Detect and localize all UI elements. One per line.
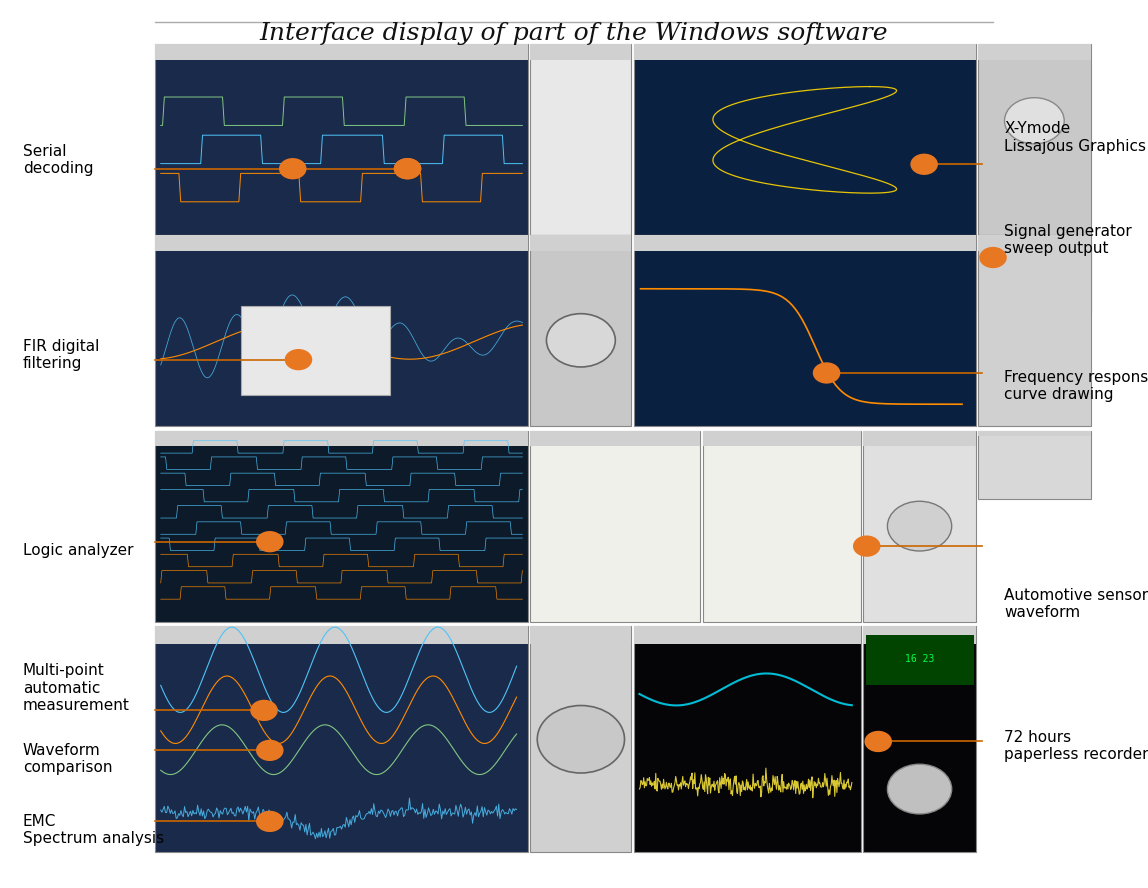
Text: Frequency response
curve drawing: Frequency response curve drawing: [1004, 370, 1148, 402]
Text: FIR digital
filtering: FIR digital filtering: [23, 339, 100, 371]
Bar: [634, 44, 976, 235]
Text: Automotive sensor
waveform: Automotive sensor waveform: [1004, 588, 1148, 620]
Bar: [863, 431, 976, 446]
Bar: [155, 235, 528, 426]
Circle shape: [394, 158, 421, 179]
Text: Multi-point
automatic
measurement: Multi-point automatic measurement: [23, 663, 130, 713]
Circle shape: [279, 158, 307, 179]
Bar: [978, 235, 1091, 250]
Bar: [530, 626, 631, 644]
Circle shape: [864, 731, 892, 752]
Bar: [703, 431, 861, 622]
Circle shape: [394, 158, 421, 179]
Bar: [155, 431, 528, 446]
Bar: [863, 626, 976, 644]
Bar: [155, 626, 528, 644]
Bar: [978, 240, 1091, 246]
Bar: [978, 44, 1091, 235]
Bar: [978, 235, 1091, 426]
Text: X-Ymode
Lissajous Graphics: X-Ymode Lissajous Graphics: [1004, 122, 1147, 154]
Bar: [866, 635, 974, 685]
Circle shape: [537, 705, 625, 773]
Circle shape: [853, 535, 881, 557]
Bar: [863, 431, 976, 622]
Text: Serial
decoding: Serial decoding: [23, 144, 93, 176]
Circle shape: [887, 765, 952, 814]
Bar: [863, 626, 976, 852]
Circle shape: [910, 154, 938, 175]
Bar: [155, 431, 528, 622]
Text: Logic analyzer: Logic analyzer: [23, 543, 133, 558]
Bar: [530, 44, 631, 235]
Bar: [634, 626, 861, 644]
Bar: [530, 431, 700, 446]
Bar: [155, 235, 528, 250]
Circle shape: [250, 700, 278, 721]
Text: Signal generator
sweep output: Signal generator sweep output: [1004, 224, 1132, 256]
Text: Waveform
comparison: Waveform comparison: [23, 743, 113, 775]
Bar: [530, 626, 631, 852]
Circle shape: [813, 362, 840, 384]
Text: 72 hours
paperless recorder: 72 hours paperless recorder: [1004, 730, 1148, 762]
Bar: [978, 44, 1091, 59]
Bar: [530, 235, 631, 426]
Bar: [530, 44, 631, 59]
Circle shape: [887, 501, 952, 551]
Bar: [634, 235, 976, 250]
Circle shape: [256, 740, 284, 761]
Circle shape: [1004, 98, 1064, 144]
Bar: [155, 626, 528, 852]
Text: EMC
Spectrum analysis: EMC Spectrum analysis: [23, 814, 164, 846]
Text: 16 23: 16 23: [905, 654, 934, 664]
Circle shape: [256, 811, 284, 832]
Bar: [155, 44, 528, 59]
Bar: [703, 431, 861, 446]
Text: Interface display of part of the Windows software: Interface display of part of the Windows…: [259, 22, 889, 45]
Bar: [978, 431, 1091, 436]
Bar: [530, 235, 631, 250]
Bar: [634, 626, 861, 852]
Circle shape: [546, 313, 615, 367]
Circle shape: [979, 247, 1007, 268]
Bar: [634, 44, 976, 59]
Bar: [530, 431, 700, 622]
Bar: [155, 44, 528, 235]
Bar: [241, 306, 390, 395]
Bar: [978, 431, 1091, 499]
Circle shape: [256, 531, 284, 552]
Bar: [634, 235, 976, 426]
Bar: [978, 240, 1091, 313]
Circle shape: [285, 349, 312, 370]
